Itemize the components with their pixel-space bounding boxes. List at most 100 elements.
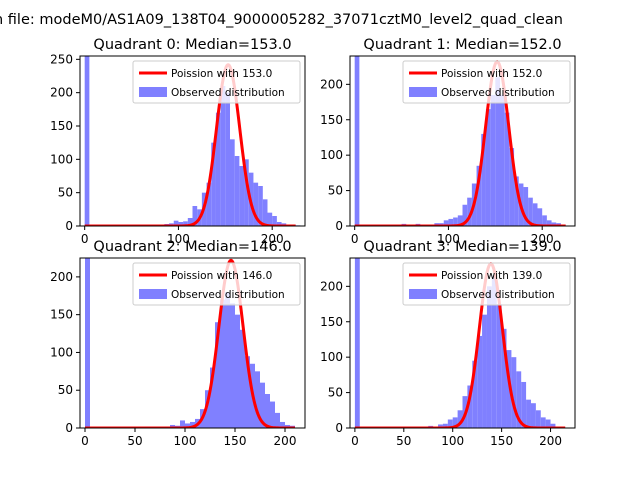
histogram-bar [481, 133, 486, 226]
y-tick-label: 200 [50, 270, 73, 284]
y-tick-label: 50 [58, 186, 73, 200]
legend-label-poisson: Poission with 153.0 [171, 68, 272, 80]
histogram-bar [448, 218, 454, 226]
histogram-bar [523, 187, 529, 226]
y-tick-label: 100 [50, 152, 73, 166]
panels: 0 100 200 0 50 100 150 200 250 Quadrant 0: Median… [50, 37, 576, 448]
y-tick-label: 100 [50, 345, 73, 359]
y-tick-label: 0 [65, 219, 73, 233]
histogram-bar [225, 292, 230, 428]
panel-title: Quadrant 3: Median=139.0 [363, 239, 561, 255]
y-tick-label: 250 [50, 52, 73, 66]
x-tick-label: 150 [490, 434, 513, 448]
histogram-bar [225, 92, 230, 226]
legend-bar-swatch [139, 289, 167, 299]
legend-label-observed: Observed distribution [441, 87, 555, 99]
y-tick-label: 150 [320, 315, 343, 329]
y-tick-label: 50 [328, 386, 343, 400]
histogram-bar [206, 182, 212, 226]
histogram-bar [486, 286, 492, 428]
histogram-bar [276, 222, 282, 226]
histogram-bar [516, 371, 522, 428]
legend-label-observed: Observed distribution [171, 87, 285, 99]
histogram-bar [255, 371, 260, 428]
y-tick-label: 200 [320, 279, 343, 293]
panel-3: 0 50 100 150 200 0 50 100 150 200 Quadrant 3: Medi… [320, 239, 576, 448]
x-tick-label: 100 [167, 232, 190, 246]
histogram-bar [85, 258, 90, 428]
legend-bar-swatch [139, 87, 167, 97]
histogram-bar [205, 390, 210, 428]
histogram-bar [258, 186, 263, 226]
histogram-bar [496, 304, 502, 428]
x-tick-label: 200 [531, 232, 554, 246]
histogram-bar [265, 394, 270, 428]
histogram-bar [275, 412, 280, 428]
histogram-bar [240, 329, 245, 428]
histogram-bar [504, 112, 510, 226]
histogram-bar [452, 417, 458, 428]
x-tick-label: 200 [539, 434, 562, 448]
y-tick-label: 50 [58, 383, 73, 397]
histogram-bar [239, 166, 245, 226]
histogram-bar [511, 357, 517, 428]
histogram-bar [542, 215, 547, 226]
histogram-bar [540, 417, 546, 428]
panel-title: Quadrant 1: Median=152.0 [363, 37, 561, 53]
histogram-bar [253, 182, 259, 226]
legend: Poission with 153.0 Observed distribution [132, 60, 301, 104]
histogram-bar [443, 220, 449, 226]
histogram-bar [532, 203, 538, 226]
poisson-curve [84, 258, 296, 428]
histogram-bar [467, 385, 473, 428]
histogram-bars [354, 56, 566, 226]
y-tick-label: 100 [320, 350, 343, 364]
legend-label-poisson: Poission with 152.0 [441, 68, 542, 80]
histogram-bar [262, 199, 268, 226]
legend-label-observed: Observed distribution [171, 289, 285, 301]
histogram-bar [537, 208, 543, 226]
panel-0: 0 100 200 0 50 100 150 200 250 Quadrant 0: Median… [50, 37, 306, 246]
histogram-bar [509, 148, 515, 226]
histogram-bar [267, 212, 273, 226]
x-tick-label: 0 [81, 434, 89, 448]
histogram-bar [215, 322, 220, 428]
histogram-bar [477, 335, 483, 428]
legend: Poission with 139.0 Observed distribution [402, 262, 571, 306]
poisson-curve [354, 60, 567, 226]
x-tick-label: 0 [351, 232, 359, 246]
histogram-bar [235, 314, 240, 428]
y-tick-label: 0 [65, 421, 73, 435]
legend-box [402, 60, 571, 104]
histogram-bar [528, 197, 533, 226]
y-tick-label: 0 [335, 421, 343, 435]
histogram-bar [285, 424, 290, 428]
histogram-bar [482, 314, 487, 428]
histogram-bar [230, 303, 235, 428]
histogram-bar [501, 328, 507, 428]
histogram-bar [551, 222, 557, 226]
histogram-bar [354, 56, 360, 226]
x-tick-label: 50 [127, 434, 142, 448]
y-tick-label: 150 [50, 308, 73, 322]
histogram-bar [84, 56, 90, 226]
legend: Poission with 146.0 Observed distribution [132, 262, 301, 306]
x-tick-label: 50 [396, 434, 411, 448]
x-tick-label: 0 [81, 232, 89, 246]
y-tick-label: 0 [335, 219, 343, 233]
histogram-bar [244, 159, 249, 226]
histogram-bar [187, 218, 193, 226]
histogram-bar [514, 176, 519, 226]
legend-box [402, 262, 571, 306]
histogram-bar [550, 423, 556, 428]
panel-title: Quadrant 2: Median=146.0 [93, 239, 291, 255]
y-tick-label: 100 [320, 148, 343, 162]
histogram-bar [447, 419, 453, 428]
y-tick-label: 150 [50, 119, 73, 133]
histogram-bar [210, 367, 215, 428]
legend-label-poisson: Poission with 146.0 [171, 270, 272, 282]
y-tick-label: 150 [320, 113, 343, 127]
x-tick-label: 200 [261, 232, 284, 246]
legend-label-poisson: Poission with 139.0 [441, 270, 542, 282]
legend-bar-swatch [409, 289, 437, 299]
